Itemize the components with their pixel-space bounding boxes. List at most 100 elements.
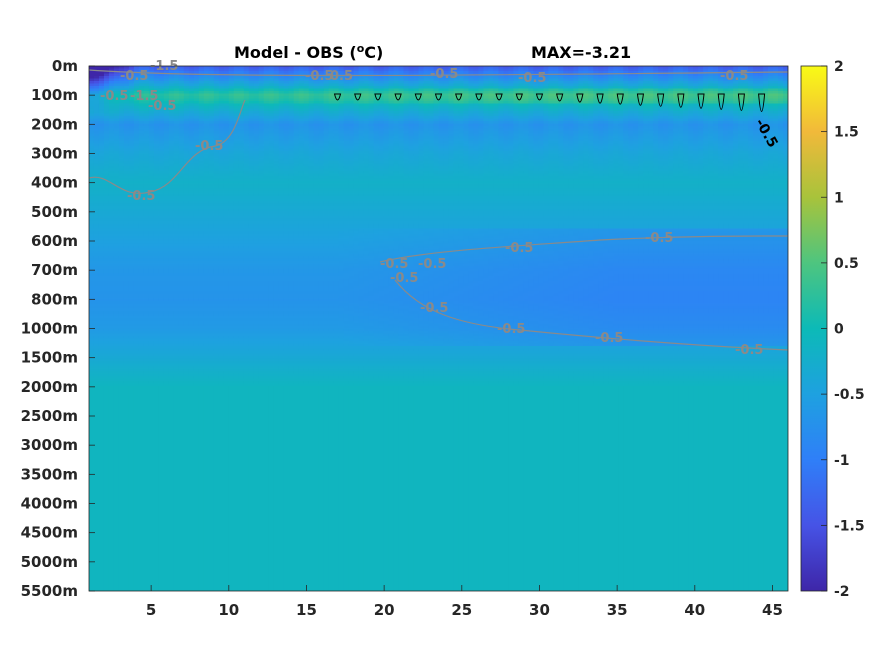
heatmap-cell: [783, 86, 788, 90]
heatmap-cell: [123, 68, 130, 72]
heatmap-cell: [548, 91, 554, 95]
heatmap-cell: [423, 106, 430, 110]
heatmap-cell: [193, 76, 200, 80]
heatmap-cell: [628, 73, 634, 77]
heatmap-cell: [148, 93, 155, 97]
heatmap-cell: [358, 93, 365, 97]
heatmap-cell: [408, 76, 415, 80]
heatmap-cell: [453, 78, 460, 82]
heatmap-cell: [138, 83, 145, 87]
heatmap-cell: [448, 86, 455, 90]
heatmap-cell: [778, 68, 784, 72]
heatmap-cell: [528, 106, 534, 110]
heatmap-cell: [308, 78, 315, 82]
heatmap-cell: [508, 86, 514, 90]
heatmap-cell: [128, 96, 135, 100]
heatmap-cell: [158, 98, 165, 102]
heatmap-cell: [508, 66, 514, 70]
heatmap-cell: [178, 73, 185, 77]
heatmap-cell: [628, 88, 634, 92]
heatmap-cell: [373, 93, 380, 97]
heatmap-cell: [233, 88, 240, 92]
heatmap-cell: [138, 78, 145, 82]
heatmap-cell: [283, 88, 290, 92]
heatmap-cell: [488, 81, 495, 85]
heatmap-cell: [288, 68, 295, 72]
heatmap-cell: [763, 76, 769, 80]
heatmap-cell: [598, 96, 604, 100]
heatmap-cell: [128, 78, 135, 82]
heatmap-cell: [358, 76, 365, 80]
heatmap-cell: [143, 93, 150, 97]
heatmap-cell: [383, 98, 390, 102]
heatmap-cell: [253, 78, 260, 82]
heatmap-cell: [533, 106, 539, 110]
heatmap-cell: [518, 93, 524, 97]
heatmap-cell: [568, 81, 574, 85]
heatmap-cell: [393, 98, 400, 102]
heatmap-cell: [678, 83, 684, 87]
heatmap-cell: [183, 81, 190, 85]
heatmap-cell: [218, 71, 225, 75]
heatmap-cell: [453, 68, 460, 72]
heatmap-cell: [608, 96, 614, 100]
heatmap-cell: [93, 93, 100, 97]
heatmap-cell: [653, 106, 659, 110]
heatmap-cell: [658, 83, 664, 87]
heatmap-cell: [743, 76, 749, 80]
heatmap-cell: [748, 73, 754, 77]
heatmap-cell: [518, 103, 524, 107]
heatmap-cell: [663, 93, 669, 97]
heatmap-cell: [213, 98, 220, 102]
heatmap-cell: [108, 88, 115, 92]
heatmap-cell: [153, 86, 160, 90]
heatmap-cell: [408, 83, 415, 87]
heatmap-cell: [518, 91, 524, 95]
heatmap-cell: [89, 71, 95, 75]
heatmap-cell: [243, 96, 250, 100]
heatmap-cell: [693, 98, 699, 102]
heatmap-cell: [653, 81, 659, 85]
heatmap-cell: [773, 78, 779, 82]
heatmap-cell: [608, 73, 614, 77]
heatmap-cell: [703, 103, 709, 107]
heatmap-cell: [758, 73, 764, 77]
heatmap-cell: [618, 86, 624, 90]
heatmap-cell: [543, 88, 549, 92]
heatmap-cell: [268, 66, 275, 70]
heatmap-cell: [328, 71, 335, 75]
heatmap-cell: [208, 91, 215, 95]
heatmap-cell: [493, 103, 500, 107]
heatmap-cell: [518, 81, 524, 85]
heatmap-cell: [228, 83, 235, 87]
heatmap-cell: [353, 76, 360, 80]
heatmap-cell: [618, 93, 624, 97]
heatmap-cell: [503, 98, 509, 102]
heatmap-cell: [498, 66, 504, 70]
heatmap-cell: [648, 73, 654, 77]
heatmap-cell: [328, 66, 335, 70]
heatmap-cell: [293, 88, 300, 92]
heatmap-cell: [89, 101, 95, 105]
heatmap-cell: [178, 103, 185, 107]
heatmap-cell: [89, 96, 95, 100]
heatmap-cell: [248, 78, 255, 82]
heatmap-cell: [93, 88, 100, 92]
heatmap-cell: [613, 103, 619, 107]
heatmap-cell: [383, 66, 390, 70]
heatmap-cell: [523, 81, 529, 85]
heatmap-cell: [603, 101, 609, 105]
heatmap-cell: [623, 93, 629, 97]
heatmap-cell: [373, 88, 380, 92]
heatmap-cell: [93, 96, 100, 100]
heatmap-cell: [563, 101, 569, 105]
heatmap-cell: [493, 71, 500, 75]
heatmap-cell: [398, 86, 405, 90]
heatmap-cell: [583, 83, 589, 87]
heatmap-cell: [273, 103, 280, 107]
heatmap-cell: [488, 106, 495, 110]
heatmap-cell: [478, 88, 485, 92]
heatmap-cell: [493, 83, 500, 87]
heatmap-cell: [728, 103, 734, 107]
heatmap-cell: [578, 106, 584, 110]
